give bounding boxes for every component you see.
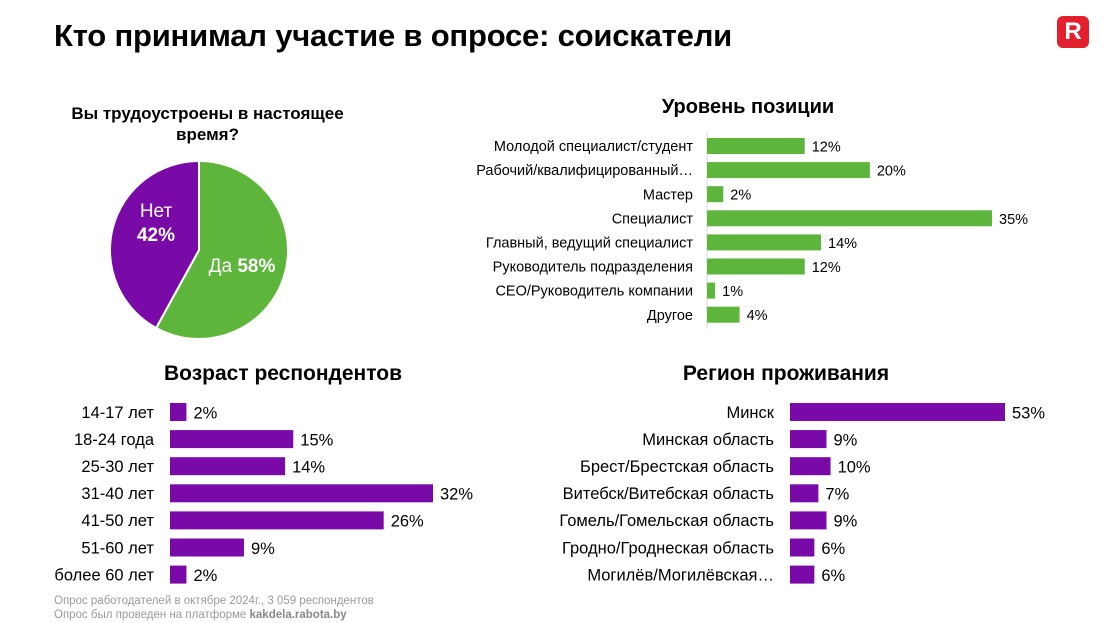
position-bar: [707, 306, 740, 323]
age-category-label: 41-50 лет: [81, 512, 154, 530]
age-category-label: 14-17 лет: [81, 404, 154, 422]
age-bar: [170, 430, 294, 449]
age-category-label: 25-30 лет: [81, 458, 154, 476]
position-category-label: Мастер: [643, 187, 693, 203]
pie-chart-title: Вы трудоустроены в настоящее время?: [71, 104, 344, 144]
region-bar: [790, 403, 1005, 421]
pie-value-no: 42%: [137, 225, 175, 246]
age-chart-title: Возраст респондентов: [163, 362, 402, 385]
region-category-label: Гомель/Гомельская область: [559, 512, 774, 530]
position-value-label: 12%: [812, 140, 841, 156]
region-bar: [790, 457, 831, 476]
age-bar: [170, 484, 433, 503]
age-value-label: 2%: [193, 567, 217, 585]
region-value-label: 6%: [821, 567, 845, 585]
position-category-label: Главный, ведущий специалист: [486, 235, 693, 251]
position-value-label: 35%: [999, 212, 1028, 228]
region-category-label: Минск: [726, 404, 774, 422]
age-category-label: более 60 лет: [54, 566, 154, 584]
region-category-label: Брест/Брестская область: [580, 458, 774, 476]
region-bar: [790, 511, 827, 530]
region-category-label: Минская область: [642, 431, 774, 449]
position-category-label: Молодой специалист/студент: [494, 139, 693, 155]
pie-slice-no: [109, 159, 200, 330]
position-value-label: 1%: [722, 284, 743, 300]
position-bar: [707, 162, 870, 179]
region-bar: [790, 538, 815, 557]
position-bar: [707, 210, 992, 227]
region-value-label: 9%: [834, 431, 858, 449]
age-value-label: 9%: [251, 540, 275, 558]
region-value-label: 7%: [825, 486, 849, 504]
pie-slice-yes: [154, 159, 289, 340]
position-value-label: 14%: [828, 236, 857, 252]
age-category-label: 18-24 года: [74, 431, 155, 449]
age-value-label: 2%: [193, 404, 217, 422]
footnote-line-2: Опрос был проведен на платформе kakdela.…: [54, 608, 374, 622]
rabota-logo-icon: R: [1057, 16, 1089, 48]
age-bar: [170, 403, 187, 421]
position-value-label: 4%: [747, 308, 768, 324]
region-value-label: 53%: [1012, 404, 1045, 422]
age-category-label: 31-40 лет: [81, 485, 154, 503]
age-value-label: 26%: [391, 513, 424, 531]
position-category-label: Специалист: [612, 211, 694, 227]
region-category-label: Гродно/Гроднеская область: [562, 539, 774, 557]
position-bar: [707, 282, 716, 299]
position-bar: [707, 234, 821, 251]
position-category-label: Другое: [647, 308, 693, 324]
region-value-label: 10%: [838, 458, 871, 476]
age-bar: [170, 457, 286, 476]
region-category-label: Могилёв/Могилёвская…: [587, 566, 774, 584]
position-bar: [707, 138, 805, 154]
position-category-label: Руководитель подразделения: [493, 260, 693, 276]
region-bar: [790, 565, 815, 584]
age-bar: [170, 511, 384, 530]
age-value-label: 32%: [440, 486, 473, 504]
footnote-prefix: Опрос был проведен на платформе: [54, 609, 247, 621]
age-bar: [170, 538, 244, 557]
position-value-label: 2%: [730, 188, 751, 204]
footnote-line-1: Опрос работодателей в октябре 2024г., 3 …: [54, 595, 374, 607]
region-bar: [790, 484, 819, 503]
position-bar: [707, 258, 805, 275]
region-value-label: 6%: [821, 540, 845, 558]
age-value-label: 15%: [300, 431, 333, 449]
region-bar: [790, 430, 827, 449]
position-chart-title: Уровень позиции: [661, 96, 835, 118]
age-value-label: 14%: [292, 458, 325, 476]
page-title: Кто принимал участие в опросе: соискател…: [54, 18, 733, 53]
position-bar: [707, 186, 724, 203]
position-category-label: Рабочий/квалифицированный…: [476, 163, 693, 179]
position-category-label: CEO/Руководитель компании: [495, 284, 693, 300]
region-chart-title: Регион проживания: [682, 362, 890, 385]
position-value-label: 20%: [877, 164, 906, 180]
region-category-label: Витебск/Витебская область: [563, 485, 774, 503]
age-bar: [170, 565, 187, 584]
region-value-label: 9%: [834, 513, 858, 531]
pie-label-yes: Да 58%: [209, 256, 276, 277]
footnote-link[interactable]: kakdela.rabota.by: [249, 609, 347, 621]
position-value-label: 12%: [812, 260, 841, 276]
footnote: Опрос работодателей в октябре 2024г., 3 …: [54, 594, 374, 622]
age-category-label: 51-60 лет: [81, 539, 154, 557]
pie-label-no: Нет: [140, 201, 173, 222]
